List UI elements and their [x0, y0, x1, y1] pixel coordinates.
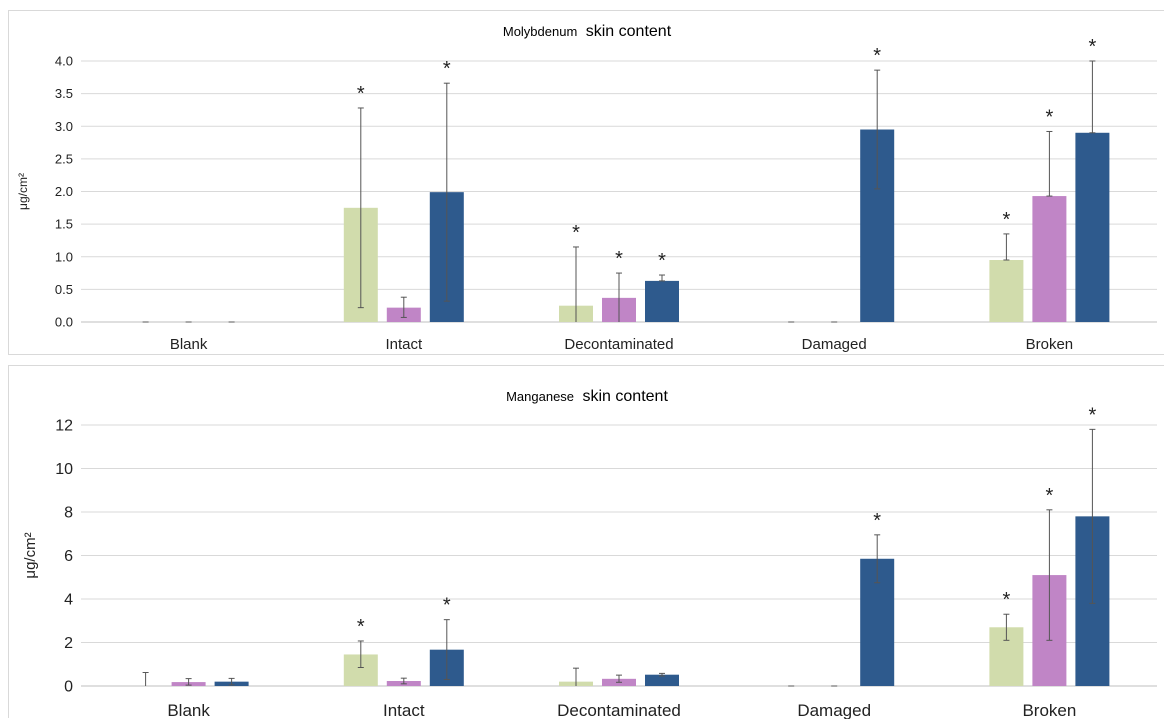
x-tick-label: Damaged	[797, 701, 871, 719]
y-tick-label: 10	[55, 461, 73, 478]
significance-marker: *	[658, 250, 666, 272]
manganese-chart-panel: Manganese skin content 0 2 4 6 8 10 12 μg/cm² Bl…	[8, 365, 1164, 719]
y-tick-label: 3.0	[55, 119, 73, 134]
x-tick-label: Broken	[1026, 336, 1074, 353]
y-tick-label: 0.5	[55, 282, 73, 297]
chart-title-element: Molybdenum	[503, 24, 577, 39]
significance-marker: *	[1003, 209, 1011, 231]
bar	[645, 674, 679, 686]
bar	[1075, 132, 1110, 322]
y-tick-label: 0.0	[55, 315, 73, 330]
chart-title: Manganese skin content	[506, 388, 668, 405]
chart-title-element: Manganese	[506, 389, 574, 404]
y-tick-label: 8	[64, 505, 73, 522]
significance-marker: *	[1046, 485, 1054, 507]
chart-title-suffix: skin content	[583, 388, 669, 405]
y-axis-label: μg/cm²	[16, 173, 30, 210]
x-tick-label: Damaged	[802, 336, 867, 353]
manganese-chart: Manganese skin content 0 2 4 6 8 10 12 μg/cm² Bl…	[22, 388, 1157, 719]
y-tick-label: 6	[64, 548, 73, 565]
significance-marker: *	[1003, 589, 1011, 611]
bar	[989, 260, 1024, 322]
y-tick-label: 1.0	[55, 249, 73, 264]
y-tick-label: 1.5	[55, 217, 73, 232]
y-tick-label: 3.5	[55, 86, 73, 101]
significance-marker: *	[1089, 404, 1097, 426]
x-tick-label: Blank	[170, 336, 208, 353]
significance-marker: *	[873, 510, 881, 532]
x-tick-label: Decontaminated	[564, 336, 673, 353]
y-tick-label: 4	[64, 592, 73, 609]
y-tick-label: 2.0	[55, 184, 73, 199]
significance-marker: *	[615, 248, 623, 270]
y-axis-label: μg/cm²	[22, 532, 39, 578]
significance-marker: *	[443, 58, 451, 80]
significance-marker: *	[357, 616, 365, 638]
x-tick-label: Intact	[385, 336, 423, 353]
y-tick-label: 2.5	[55, 151, 73, 166]
chart-title: Molybdenum skin content	[503, 23, 672, 40]
significance-marker: *	[357, 83, 365, 105]
bar	[1032, 196, 1067, 322]
x-tick-label: Intact	[383, 701, 425, 719]
x-tick-label: Decontaminated	[557, 701, 681, 719]
significance-marker: *	[873, 45, 881, 67]
significance-marker: *	[572, 222, 580, 244]
x-tick-label: Broken	[1022, 701, 1076, 719]
significance-marker: *	[1046, 106, 1054, 128]
y-tick-label: 4.0	[55, 54, 73, 69]
significance-marker: *	[1089, 36, 1097, 58]
y-tick-label: 12	[55, 418, 73, 435]
y-tick-label: 2	[64, 635, 73, 652]
y-tick-label: 0	[64, 679, 73, 696]
bar	[645, 280, 679, 322]
molybdenum-chart: Molybdenum skin content 0.0 0.5 1.0 1.5 2.0 2…	[16, 23, 1157, 353]
molybdenum-chart-panel: Molybdenum skin content 0.0 0.5 1.0 1.5 2.0 2…	[8, 10, 1164, 355]
significance-marker: *	[443, 595, 451, 617]
chart-title-suffix: skin content	[586, 23, 672, 40]
x-tick-label: Blank	[167, 701, 210, 719]
